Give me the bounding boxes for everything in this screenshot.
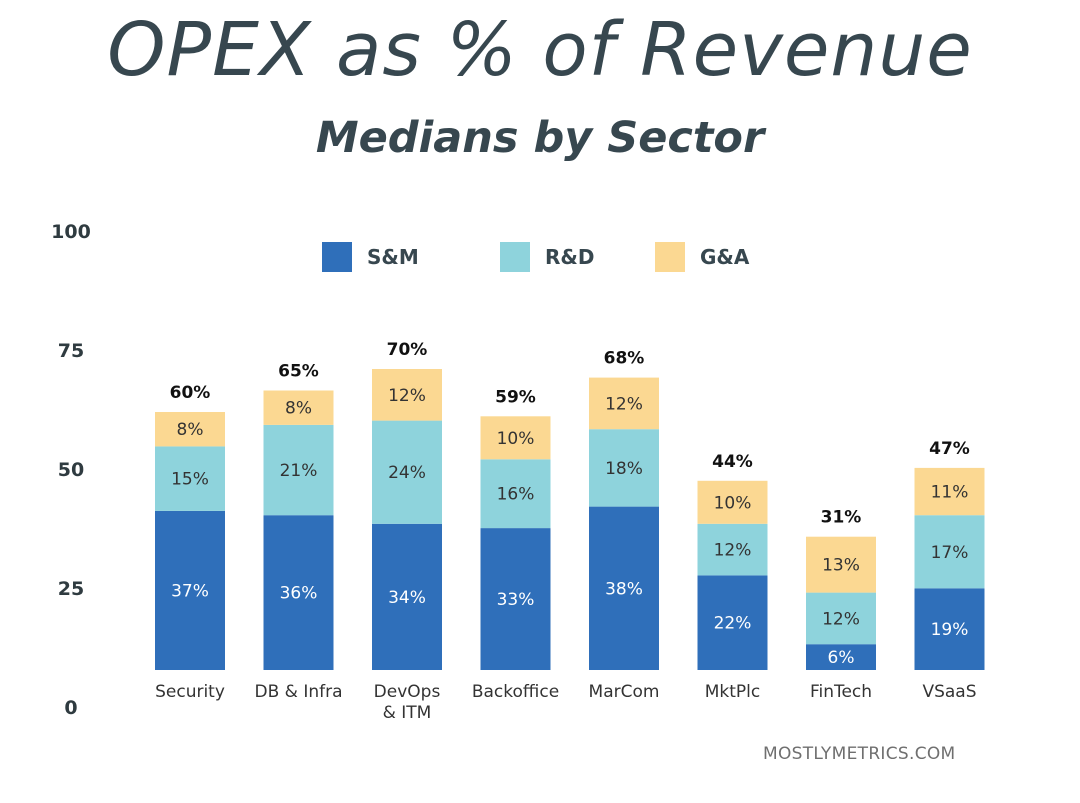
- data-label: 10%: [714, 493, 752, 513]
- data-label: 8%: [285, 399, 312, 419]
- total-label: 59%: [495, 387, 536, 407]
- data-label: 38%: [605, 579, 643, 599]
- data-label: 24%: [388, 463, 426, 483]
- total-label: 44%: [712, 452, 753, 472]
- data-label: 12%: [388, 386, 426, 406]
- bar-segment: [372, 420, 442, 524]
- bar-segment: [589, 429, 659, 507]
- data-label: 10%: [497, 429, 535, 449]
- data-label: 8%: [177, 420, 204, 440]
- bar-segment: [914, 515, 985, 589]
- y-tick-label: 100: [51, 221, 91, 243]
- bar-segment: [372, 523, 442, 670]
- bar-segment: [806, 592, 876, 645]
- y-tick-label: 25: [58, 578, 84, 600]
- y-tick-label: 50: [58, 459, 84, 481]
- total-label: 47%: [929, 439, 970, 459]
- bar-segment: [589, 506, 659, 670]
- x-tick-label: MktPlc: [705, 682, 761, 702]
- data-label: 15%: [171, 470, 209, 490]
- data-label: 16%: [497, 485, 535, 505]
- x-tick-label: & ITM: [383, 703, 432, 723]
- x-tick-label: DB & Infra: [255, 682, 343, 702]
- data-label: 6%: [828, 648, 855, 668]
- data-label: 12%: [605, 394, 643, 414]
- x-tick-label: MarCom: [589, 682, 660, 702]
- data-label: 18%: [605, 459, 643, 479]
- data-label: 33%: [497, 590, 535, 610]
- bar-segment: [155, 412, 225, 447]
- bar-segment: [480, 528, 551, 670]
- chart-title: OPEX as % of Revenue: [107, 7, 973, 93]
- bar-segment: [155, 446, 225, 511]
- data-label: 13%: [822, 556, 860, 576]
- bar-segment: [263, 515, 334, 670]
- data-label: 19%: [931, 620, 969, 640]
- x-tick-label: Security: [155, 682, 225, 702]
- data-label: 21%: [280, 461, 318, 481]
- legend-swatch: [322, 242, 352, 272]
- chart-subtitle: Medians by Sector: [315, 113, 765, 163]
- x-tick-label: DevOps: [374, 682, 441, 702]
- bar-segment: [697, 575, 768, 670]
- data-label: 17%: [931, 543, 969, 563]
- legend-label: R&D: [545, 245, 594, 269]
- bar-segment: [914, 588, 985, 670]
- legend-label: S&M: [367, 245, 419, 269]
- data-label: 34%: [388, 588, 426, 608]
- bar-segment: [697, 523, 768, 576]
- total-label: 68%: [604, 349, 645, 369]
- data-label: 22%: [714, 614, 752, 634]
- bar-segment: [697, 480, 768, 524]
- data-label: 37%: [171, 581, 209, 601]
- bar-segment: [372, 369, 442, 421]
- data-label: 12%: [714, 541, 752, 561]
- data-label: 11%: [931, 483, 969, 503]
- x-tick-label: Backoffice: [472, 682, 559, 702]
- legend-swatch: [655, 242, 685, 272]
- bar-segment: [480, 459, 551, 529]
- bar-segment: [806, 536, 876, 593]
- legend-swatch: [500, 242, 530, 272]
- bar-segment: [589, 377, 659, 430]
- bar-segment: [806, 644, 876, 670]
- bar-segment: [480, 416, 551, 460]
- data-label: 12%: [822, 609, 860, 629]
- source-credit: MOSTLYMETRICS.COM: [763, 744, 956, 764]
- data-label: 36%: [280, 584, 318, 604]
- bar-segment: [155, 510, 225, 670]
- legend-label: G&A: [700, 245, 750, 269]
- y-tick-label: 0: [64, 697, 77, 719]
- bar-segment: [263, 390, 334, 425]
- total-label: 70%: [387, 340, 428, 360]
- total-label: 31%: [821, 508, 862, 528]
- y-tick-label: 75: [58, 340, 84, 362]
- bar-segment: [914, 467, 985, 516]
- x-tick-label: VSaaS: [922, 682, 976, 702]
- total-label: 60%: [170, 383, 211, 403]
- total-label: 65%: [278, 362, 319, 382]
- x-tick-label: FinTech: [810, 682, 872, 702]
- bar-segment: [263, 424, 334, 516]
